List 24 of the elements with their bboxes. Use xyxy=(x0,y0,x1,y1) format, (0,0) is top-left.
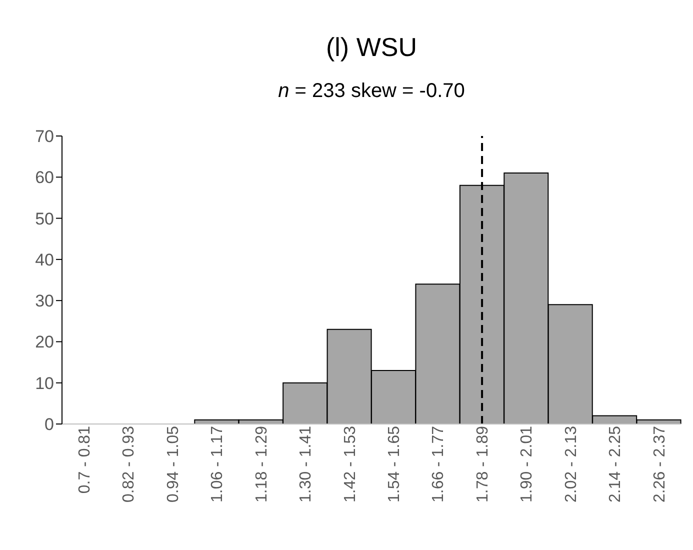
x-tick-label: 1.90 - 2.01 xyxy=(518,426,536,502)
x-tick-label: 1.54 - 1.65 xyxy=(386,426,403,502)
x-tick-label: 0.82 - 0.93 xyxy=(120,426,138,502)
y-tick-label: 0 xyxy=(44,415,54,434)
y-tick-label: 40 xyxy=(35,250,54,270)
chart-title: (l) WSU xyxy=(325,32,418,63)
x-tick-label: 0.94 - 1.05 xyxy=(164,426,182,502)
x-tick-label: 1.42 - 1.53 xyxy=(342,426,359,502)
y-tick-label: 30 xyxy=(35,292,54,311)
y-tick-label: 20 xyxy=(35,332,54,352)
x-tick-label: 0.7 - 0.81 xyxy=(76,426,94,494)
y-tick-label: 70 xyxy=(35,127,54,146)
x-tick-label: 2.02 - 2.13 xyxy=(562,426,580,502)
x-tick-label: 1.18 - 1.29 xyxy=(253,426,270,502)
y-tick-label: 60 xyxy=(35,168,54,188)
y-tick-label: 10 xyxy=(35,374,54,393)
chart-subtitle: n = 233 skew = -0.70 xyxy=(277,80,466,103)
y-tick-label: 50 xyxy=(35,209,54,228)
x-tick-label: 2.14 - 2.25 xyxy=(607,426,624,502)
x-tick-label: 2.26 - 2.37 xyxy=(651,426,668,502)
x-tick-label: 1.66 - 1.77 xyxy=(430,426,448,502)
x-tick-label: 1.78 - 1.89 xyxy=(474,426,492,502)
x-tick-label: 1.06 - 1.17 xyxy=(209,426,226,502)
x-tick-label: 1.30 - 1.41 xyxy=(298,426,315,502)
